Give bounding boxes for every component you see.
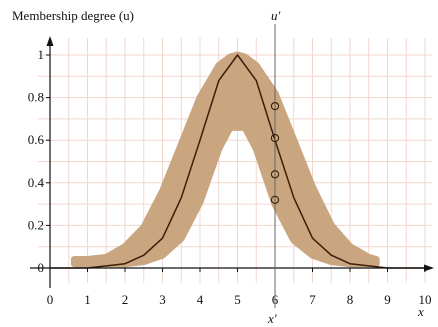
x-tick-label: 9 [384,292,391,307]
x-tick-label: 7 [309,292,316,307]
marker-bottom-label: x' [267,311,277,326]
y-axis-arrow [46,36,54,46]
marker-top-label: u' [271,8,281,23]
primary-membership-point [270,195,280,204]
y-tick-label: 0 [38,260,45,275]
center-membership-curve [50,54,425,269]
x-tick-label: 10 [419,292,432,307]
y-tick-label: 0.2 [28,217,44,232]
y-tick-label: 1 [38,47,45,62]
y-tick-label: 0.6 [28,132,45,147]
y-axis-title: Membership degree (u) [12,8,134,23]
x-tick-label: 5 [234,292,241,307]
series-lines-group [50,54,425,269]
y-tick-label: 0.4 [28,175,45,190]
x-tick-label: 4 [197,292,204,307]
x-tick-label: 3 [159,292,166,307]
x-axis-title: x [417,304,424,319]
x-tick-label: 1 [84,292,91,307]
x-tick-label: 0 [47,292,54,307]
y-tick-label: 0.8 [28,90,44,105]
x-axis-arrow [424,264,434,272]
primary-membership-point [270,101,280,111]
x-tick-label: 2 [122,292,129,307]
primary-membership-point [270,170,280,179]
x-tick-label: 8 [347,292,354,307]
vertical-marker-group [270,24,280,308]
axes-group [30,36,434,288]
primary-membership-point [270,133,280,143]
